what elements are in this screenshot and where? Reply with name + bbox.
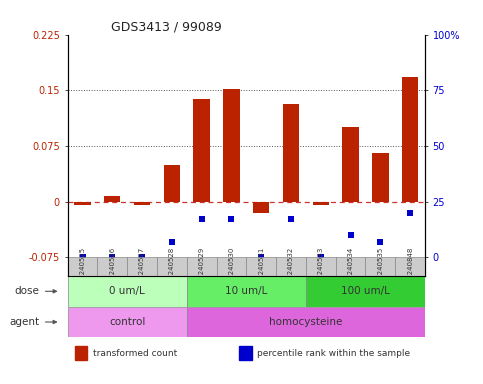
Bar: [336, 257, 366, 276]
Text: GSM240530: GSM240530: [228, 247, 234, 289]
Bar: [216, 257, 246, 276]
Point: [227, 217, 235, 223]
Text: 100 um/L: 100 um/L: [341, 286, 390, 296]
Bar: [68, 307, 187, 338]
Bar: [283, 104, 299, 202]
Bar: [68, 257, 98, 276]
Bar: [306, 276, 425, 307]
Text: percentile rank within the sample: percentile rank within the sample: [257, 349, 410, 358]
Text: GSM240529: GSM240529: [199, 247, 205, 289]
Point: [79, 254, 86, 260]
Bar: [366, 257, 395, 276]
Text: GSM240531: GSM240531: [258, 247, 264, 289]
Text: dose: dose: [14, 286, 39, 296]
Bar: [246, 257, 276, 276]
Point: [347, 232, 355, 238]
Bar: [372, 153, 388, 202]
Bar: [187, 276, 306, 307]
Bar: [74, 202, 91, 205]
Bar: [194, 99, 210, 202]
Text: GSM240533: GSM240533: [318, 247, 324, 289]
Text: GSM240525: GSM240525: [80, 247, 85, 289]
Text: transformed count: transformed count: [93, 349, 177, 358]
Bar: [306, 257, 336, 276]
Text: GDS3413 / 99089: GDS3413 / 99089: [111, 20, 221, 33]
Point: [257, 254, 265, 260]
Bar: [134, 202, 150, 205]
Text: GSM240535: GSM240535: [377, 247, 384, 289]
Bar: [127, 257, 157, 276]
Bar: [98, 257, 127, 276]
Point: [198, 217, 206, 223]
Bar: [342, 127, 359, 202]
Text: control: control: [109, 317, 145, 327]
Bar: [253, 202, 270, 213]
Point: [138, 254, 146, 260]
Bar: [395, 257, 425, 276]
Bar: [75, 346, 87, 360]
Bar: [223, 89, 240, 202]
Text: 0 um/L: 0 um/L: [109, 286, 145, 296]
Bar: [187, 257, 216, 276]
Text: GSM240848: GSM240848: [407, 247, 413, 289]
Text: GSM240534: GSM240534: [348, 247, 354, 289]
Text: GSM240526: GSM240526: [109, 247, 115, 289]
Point: [168, 239, 176, 245]
Bar: [313, 202, 329, 205]
Point: [377, 239, 384, 245]
Text: agent: agent: [9, 317, 39, 327]
Bar: [239, 346, 252, 360]
Point: [406, 210, 414, 216]
Bar: [164, 164, 180, 202]
Text: GSM240528: GSM240528: [169, 247, 175, 289]
Point: [317, 254, 325, 260]
Bar: [187, 307, 425, 338]
Point: [287, 217, 295, 223]
Point: [108, 254, 116, 260]
Bar: [276, 257, 306, 276]
Bar: [104, 197, 120, 202]
Bar: [157, 257, 187, 276]
Text: homocysteine: homocysteine: [269, 317, 342, 327]
Bar: [68, 276, 187, 307]
Text: GSM240532: GSM240532: [288, 247, 294, 289]
Text: 10 um/L: 10 um/L: [225, 286, 268, 296]
Bar: [402, 77, 418, 202]
Text: GSM240527: GSM240527: [139, 247, 145, 289]
